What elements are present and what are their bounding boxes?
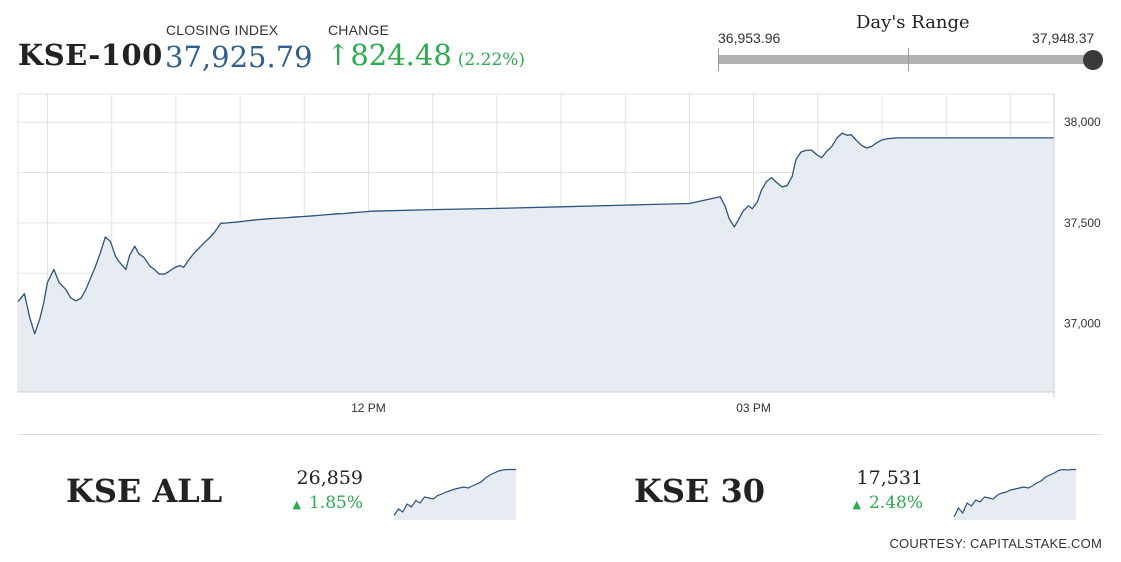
courtesy-credit: COURTESY: CAPITALSTAKE.COM (889, 536, 1102, 551)
kse-30-value: 17,531 (856, 467, 923, 489)
kse-all-sparkline (393, 468, 516, 520)
kse-30-sparkline (953, 468, 1076, 520)
closing-index-value: 37,925.79 (165, 40, 313, 74)
change-block: ↑824.48 (2.22%) (326, 38, 525, 72)
section-divider (18, 434, 1102, 435)
kse-all-change: ▲ 1.85% (273, 493, 363, 513)
up-arrow-icon: ↑ (326, 38, 351, 72)
kse-30-change-value: 2.48% (868, 493, 923, 513)
day-range-high: 37,948.37 (1032, 30, 1095, 46)
index-ticker: KSE-100 (18, 38, 163, 72)
x-tick-label: 12 PM (351, 401, 386, 415)
kse-30-change: ▲ 2.48% (833, 493, 923, 513)
kse-all-value: 26,859 (296, 467, 363, 489)
series-area (18, 133, 1054, 392)
up-triangle-icon: ▲ (852, 498, 861, 511)
sparkline-line (393, 468, 516, 516)
y-tick-label: 37,000 (1064, 317, 1101, 331)
up-triangle-icon: ▲ (292, 498, 301, 511)
sparkline-line (953, 468, 1076, 518)
day-range-low: 36,953.96 (718, 30, 781, 46)
sparkline-area (394, 469, 516, 520)
series-line (17, 132, 1054, 335)
y-tick-label: 38,000 (1064, 115, 1101, 129)
kse-30-name: KSE 30 (634, 472, 765, 510)
intraday-chart: 38,000 37,500 37,000 12 PM 03 PM (17, 93, 1101, 415)
sparkline-area (954, 469, 1076, 520)
y-tick-label: 37,500 (1064, 216, 1101, 230)
day-range-title: Day's Range (856, 12, 970, 33)
change-label: CHANGE (328, 22, 390, 38)
day-range-tick-mid (908, 48, 909, 71)
change-percent: (2.22%) (457, 50, 526, 70)
day-range-track (718, 55, 1094, 64)
kse-all-change-value: 1.85% (308, 493, 363, 513)
day-range-tick-left (718, 48, 719, 71)
change-value: 824.48 (350, 38, 452, 72)
kse-all-name: KSE ALL (66, 472, 223, 510)
closing-index-label: CLOSING INDEX (166, 22, 279, 38)
day-range-marker (1083, 50, 1103, 70)
x-tick-label: 03 PM (736, 401, 771, 415)
